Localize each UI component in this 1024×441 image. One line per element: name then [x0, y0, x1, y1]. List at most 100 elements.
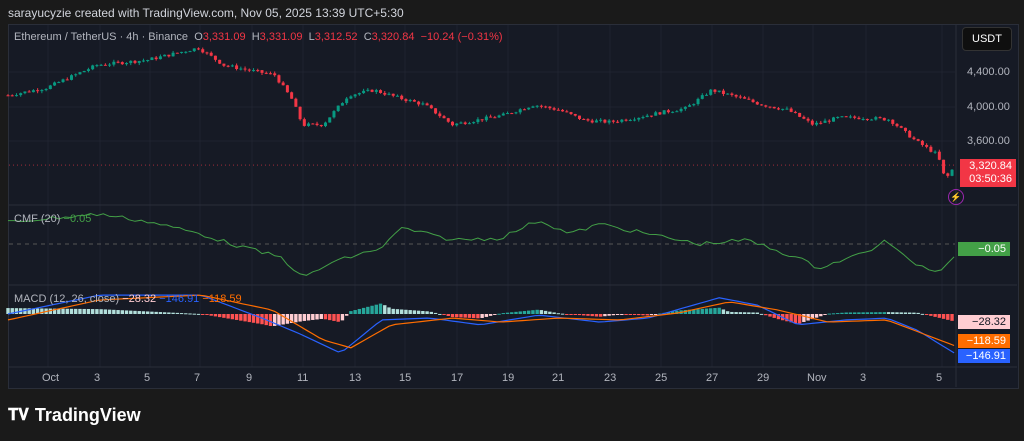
macd-histogram-bar — [654, 314, 658, 315]
macd-histogram-bar — [357, 308, 362, 314]
candle — [633, 119, 637, 121]
candle — [243, 68, 247, 70]
candle — [510, 113, 514, 115]
macd-histogram-bar — [65, 308, 69, 314]
candle — [82, 70, 86, 73]
candle — [861, 118, 865, 120]
candle — [158, 56, 162, 60]
candle — [374, 90, 378, 92]
macd-histogram-bar — [755, 312, 759, 314]
macd-histogram-bar — [150, 311, 154, 314]
candle — [933, 151, 937, 153]
macd-histogram-bar — [696, 309, 700, 314]
macd-histogram-bar — [82, 308, 86, 314]
candle — [235, 65, 239, 69]
close-label: C — [363, 31, 372, 43]
macd-histogram-bar — [747, 312, 751, 314]
candle — [332, 111, 336, 118]
macd-histogram-bar — [158, 312, 163, 314]
macd-histogram-bar — [306, 314, 311, 321]
macd-histogram-bar — [709, 308, 713, 314]
candle — [40, 90, 44, 92]
candle — [133, 60, 137, 63]
macd-histogram-bar — [802, 314, 806, 322]
candle — [857, 117, 861, 120]
macd-histogram-bar — [222, 314, 226, 318]
macd-histogram-bar — [641, 314, 645, 316]
macd-line-tag: −146.91 — [958, 349, 1010, 363]
macd-histogram-bar — [251, 314, 256, 323]
candle — [582, 118, 586, 120]
macd-histogram-bar — [209, 314, 213, 316]
macd-histogram-bar — [408, 310, 412, 314]
candle — [776, 108, 780, 110]
candle — [336, 105, 340, 112]
macd-histogram-bar — [361, 307, 366, 314]
macd-histogram-bar — [239, 314, 243, 321]
macd-histogram-bar — [844, 312, 848, 314]
macd-histogram-bar — [882, 312, 886, 314]
candle — [603, 119, 607, 123]
candle — [285, 85, 289, 93]
macd-histogram-bar — [442, 314, 446, 315]
macd-histogram-bar — [298, 314, 302, 322]
macd-histogram-bar — [497, 313, 501, 315]
candle — [899, 126, 903, 128]
candle — [184, 51, 188, 53]
candle — [565, 111, 569, 113]
candle — [679, 108, 683, 112]
lightning-icon[interactable]: ⚡ — [948, 189, 964, 205]
price-tick: 4,000.00 — [967, 101, 1010, 113]
candle — [53, 82, 57, 86]
candle — [446, 118, 450, 122]
candle — [713, 89, 717, 92]
candle — [476, 119, 480, 123]
candle — [78, 72, 82, 75]
candle — [789, 108, 793, 112]
macd-histogram-bar — [920, 313, 925, 315]
candle — [721, 90, 725, 94]
macd-histogram-bar — [594, 314, 599, 317]
candle — [328, 117, 332, 123]
candle — [696, 98, 700, 105]
macd-histogram-bar — [243, 314, 247, 322]
date-tick: 5 — [144, 372, 151, 384]
macd-histogram-bar — [908, 312, 912, 314]
candle — [188, 51, 192, 53]
candle — [848, 116, 852, 118]
price-tick: 3,600.00 — [967, 135, 1010, 147]
macd-histogram-bar — [404, 309, 408, 314]
candle — [832, 117, 835, 122]
date-tick: 17 — [451, 372, 464, 384]
currency-button[interactable]: USDT — [962, 27, 1012, 51]
candle — [806, 118, 810, 121]
candle — [903, 127, 907, 131]
macd-histogram-bar — [192, 313, 196, 315]
candle — [298, 106, 302, 120]
candle — [429, 105, 433, 109]
macd-histogram-bar — [366, 306, 370, 314]
macd-histogram-bar — [789, 314, 793, 323]
macd-histogram-bar — [52, 308, 57, 314]
candle — [65, 79, 69, 81]
candle — [395, 95, 399, 97]
candle — [197, 48, 200, 50]
macd-histogram-bar — [429, 311, 434, 314]
candle — [594, 120, 598, 123]
macd-histogram-bar — [226, 314, 230, 319]
symbol-name[interactable]: Ethereum / TetherUS · 4h · Binance — [14, 31, 189, 43]
tradingview-logo: 𝐓𝐕 TradingView — [8, 405, 141, 426]
cmf-legend[interactable]: CMF (20) −0.05 — [14, 213, 91, 225]
macd-hist-value: −28.32 — [122, 293, 157, 305]
candle — [539, 105, 543, 107]
chart-frame[interactable] — [8, 24, 1019, 389]
macd-histogram-bar — [886, 312, 891, 314]
macd-histogram-bar — [776, 314, 781, 320]
candle — [311, 123, 315, 125]
macd-legend[interactable]: MACD (12, 26, close) −28.32 −146.91 −118… — [14, 293, 242, 305]
candle — [307, 123, 311, 126]
candle — [785, 108, 789, 110]
candle — [556, 109, 560, 111]
candle — [730, 93, 734, 95]
